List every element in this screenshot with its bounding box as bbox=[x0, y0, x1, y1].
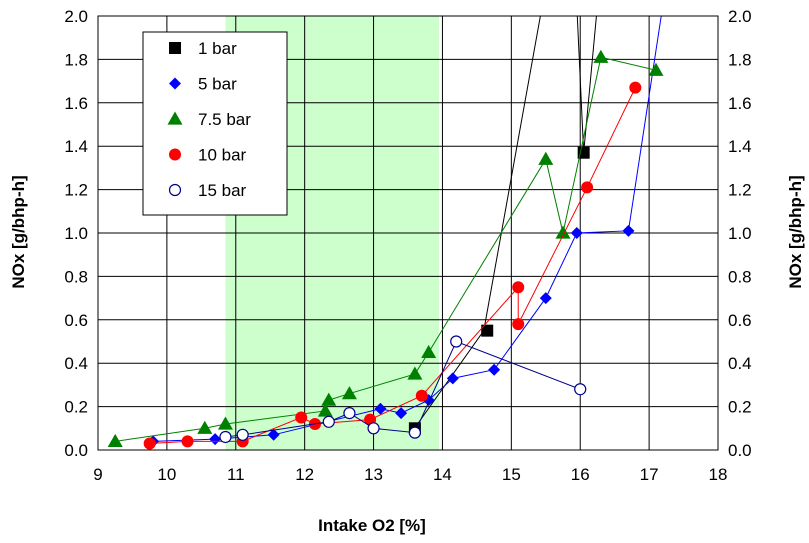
data-point bbox=[343, 407, 356, 420]
y-tick-label-left: 0.4 bbox=[64, 354, 88, 373]
data-point bbox=[570, 227, 583, 239]
series-line bbox=[153, 16, 662, 442]
data-point bbox=[488, 363, 501, 376]
y-tick-label-left: 0.2 bbox=[64, 398, 88, 417]
x-tick-label: 12 bbox=[295, 465, 314, 484]
x-axis-title: Intake O2 [%] bbox=[318, 516, 426, 535]
data-point bbox=[450, 335, 463, 348]
legend-marker bbox=[169, 148, 181, 161]
y-tick-label-right: 0.4 bbox=[728, 354, 752, 373]
legend-marker bbox=[169, 77, 181, 90]
data-point bbox=[317, 403, 333, 417]
y-tick-label-left: 0.8 bbox=[64, 267, 88, 286]
tick-labels: 9 10 11 12 13 14 15 16 17 180.0 0.00.2 0.20.4 0.40.6… bbox=[64, 7, 751, 484]
y-tick-label-left: 0.6 bbox=[64, 311, 88, 330]
legend-label: 15 bar bbox=[198, 181, 247, 200]
legend-box bbox=[142, 31, 288, 216]
x-tick-label: 15 bbox=[502, 465, 521, 484]
data-point bbox=[538, 151, 554, 165]
data-point bbox=[407, 366, 423, 380]
data-point bbox=[481, 324, 494, 337]
data-point bbox=[648, 62, 664, 76]
plot-border bbox=[97, 15, 719, 451]
x-tick-label: 17 bbox=[640, 465, 659, 484]
y-tick-label-right: 0.8 bbox=[728, 267, 752, 286]
y-tick-label-left: 1.2 bbox=[64, 181, 88, 200]
y-tick-label-right: 1.4 bbox=[728, 137, 752, 156]
data-point bbox=[629, 81, 642, 94]
x-tick-label: 10 bbox=[157, 465, 176, 484]
y-tick-label-right: 2.0 bbox=[728, 7, 752, 26]
data-point bbox=[341, 386, 357, 400]
y-tick-label-right: 0.2 bbox=[728, 398, 752, 417]
legend-label: 1 bar bbox=[198, 39, 237, 58]
legend: 1 bar 5 bar 7.5 bar 10 bar 15 bar bbox=[142, 31, 288, 216]
y-tick-label-left: 0.0 bbox=[64, 441, 88, 460]
legend-label: 5 bar bbox=[198, 75, 237, 94]
data-point bbox=[197, 420, 213, 434]
x-tick-label: 14 bbox=[433, 465, 452, 484]
y-tick-label-right: 1.6 bbox=[728, 94, 752, 113]
legend-marker bbox=[167, 111, 183, 125]
data-point bbox=[415, 389, 428, 402]
data-point bbox=[574, 383, 587, 396]
x-tick-label: 13 bbox=[364, 465, 383, 484]
data-point bbox=[143, 437, 156, 450]
y-tick-label-right: 0.6 bbox=[728, 311, 752, 330]
data-point bbox=[209, 433, 222, 446]
y-tick-label-left: 1.4 bbox=[64, 137, 88, 156]
data-point bbox=[408, 426, 421, 439]
data-point bbox=[374, 402, 387, 415]
data-point bbox=[295, 411, 308, 424]
y-tick-label-left: 1.8 bbox=[64, 50, 88, 69]
y-tick-label-right: 0.0 bbox=[728, 441, 752, 460]
data-point bbox=[512, 318, 525, 331]
y-axis-title-right: NOx [g/bhp-h] bbox=[786, 175, 805, 288]
y-tick-label-right: 1.0 bbox=[728, 224, 752, 243]
legend-marker bbox=[168, 183, 182, 197]
y-axis-title-left: NOx [g/bhp-h] bbox=[9, 175, 28, 288]
y-tick-label-left: 1.6 bbox=[64, 94, 88, 113]
series-5-bar bbox=[147, 16, 662, 448]
data-point bbox=[181, 435, 194, 448]
x-tick-label: 9 bbox=[93, 465, 102, 484]
x-tick-label: 11 bbox=[227, 465, 245, 484]
data-point bbox=[217, 416, 233, 430]
series-15-bar bbox=[219, 335, 587, 444]
data-point bbox=[321, 392, 337, 406]
y-tick-label-left: 2.0 bbox=[64, 7, 88, 26]
data-point bbox=[512, 281, 525, 294]
data-point bbox=[236, 428, 249, 441]
data-point bbox=[322, 415, 335, 428]
legend-marker bbox=[169, 42, 181, 54]
x-tick-label: 16 bbox=[571, 465, 590, 484]
legend-label: 10 bar bbox=[198, 146, 247, 165]
data-point bbox=[593, 49, 609, 63]
data-point bbox=[367, 422, 380, 435]
data-point bbox=[622, 224, 635, 237]
x-tick-label: 18 bbox=[709, 465, 728, 484]
data-point bbox=[219, 430, 232, 444]
plot-frame bbox=[97, 15, 719, 451]
series-layer bbox=[107, 16, 664, 450]
data-point bbox=[421, 344, 437, 358]
y-tick-label-left: 1.0 bbox=[64, 224, 88, 243]
data-point bbox=[107, 433, 123, 447]
y-tick-label-right: 1.8 bbox=[728, 50, 752, 69]
series-line bbox=[225, 340, 581, 438]
data-point bbox=[267, 428, 280, 441]
data-point bbox=[581, 181, 594, 194]
data-point bbox=[555, 225, 571, 239]
data-point bbox=[539, 292, 552, 305]
legend-label: 7.5 bar bbox=[198, 110, 251, 129]
y-tick-label-right: 1.2 bbox=[728, 181, 752, 200]
data-point bbox=[446, 372, 459, 385]
data-point bbox=[395, 407, 408, 420]
series-7-5-bar bbox=[107, 49, 664, 447]
